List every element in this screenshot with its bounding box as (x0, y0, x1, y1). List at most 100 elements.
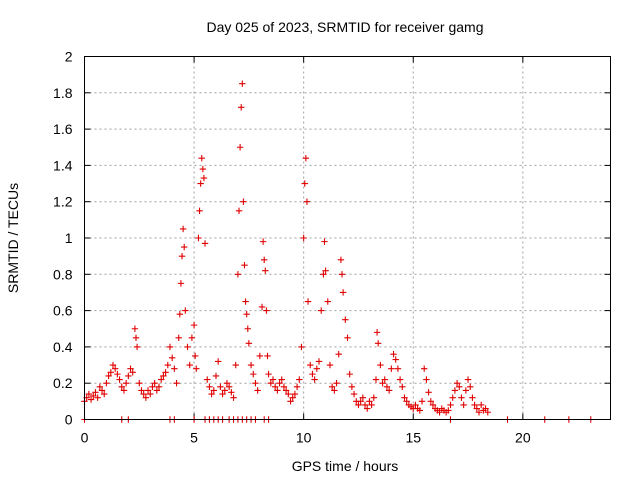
data-point (181, 243, 188, 251)
data-point (129, 369, 136, 376)
data-point (394, 365, 402, 372)
data-point (447, 401, 454, 409)
data-point (235, 207, 243, 214)
data-point (127, 365, 134, 372)
data-point (373, 329, 381, 336)
data-point (379, 380, 386, 387)
y-tick-label: 0 (65, 412, 73, 428)
data-point (120, 387, 128, 394)
data-point (464, 376, 472, 383)
data-point (350, 390, 358, 398)
data-point (263, 307, 270, 314)
data-point (477, 401, 485, 409)
data-points (81, 80, 594, 423)
data-point (355, 401, 362, 409)
data-point (208, 390, 215, 398)
data-point (138, 387, 145, 394)
data-point (307, 361, 314, 369)
data-point (90, 392, 97, 400)
data-point (282, 387, 290, 394)
data-point (429, 401, 437, 409)
y-tick-label: 2 (65, 49, 73, 65)
data-point (460, 401, 467, 409)
data-point (385, 387, 393, 394)
data-point (298, 343, 305, 351)
data-point (348, 383, 356, 391)
data-point (225, 383, 233, 391)
data-point (264, 352, 271, 360)
data-point (219, 390, 226, 398)
plot-frame (84, 56, 611, 420)
data-point (204, 376, 211, 383)
data-point (133, 343, 141, 351)
data-point (168, 354, 176, 361)
data-point (179, 225, 187, 233)
data-point (301, 180, 308, 187)
data-point (285, 390, 292, 398)
y-tick-label: 0.2 (53, 375, 73, 391)
data-point (98, 387, 106, 394)
data-point (364, 405, 371, 412)
data-point (182, 307, 189, 314)
data-point (160, 372, 167, 380)
data-point (361, 401, 369, 409)
data-point (111, 365, 119, 372)
data-point (303, 198, 311, 205)
data-point (140, 390, 147, 398)
data-point (374, 340, 382, 347)
data-point (271, 383, 279, 391)
data-point (184, 343, 191, 351)
data-point (149, 383, 156, 391)
data-point (188, 334, 196, 342)
x-axis-label: GPS time / hours (292, 458, 399, 474)
data-point (114, 370, 121, 378)
data-point (436, 409, 443, 416)
data-point (193, 365, 200, 372)
data-point (162, 369, 169, 376)
data-point (206, 383, 213, 391)
y-tick-label: 1.2 (53, 194, 73, 210)
data-point (239, 80, 246, 87)
data-point (153, 387, 161, 394)
data-point (200, 174, 208, 182)
y-axis-label: SRMTID / TECUs (5, 183, 21, 293)
data-point (370, 394, 377, 401)
data-point (427, 398, 434, 405)
data-point (320, 271, 327, 278)
data-point (230, 394, 237, 401)
data-point (245, 340, 253, 347)
data-point (85, 390, 93, 398)
data-point (278, 376, 285, 383)
data-point (250, 370, 257, 378)
data-point (412, 401, 419, 409)
data-point (265, 370, 272, 378)
data-point (178, 252, 186, 260)
data-point (315, 358, 323, 365)
data-point (458, 394, 465, 401)
data-point (254, 387, 261, 394)
data-point (333, 380, 340, 387)
x-tick-label: 5 (190, 430, 198, 446)
data-point (318, 307, 325, 314)
data-point (196, 207, 203, 214)
data-point (328, 383, 336, 391)
data-point (214, 358, 222, 365)
data-point (101, 390, 108, 398)
data-point (158, 376, 165, 383)
x-tick-labels: 0 5 10 15 20 (81, 430, 531, 446)
data-point (191, 352, 199, 360)
chart-title: Day 025 of 2023, SRMTID for receiver gam… (206, 19, 483, 35)
data-point (109, 361, 117, 369)
data-point (423, 376, 430, 383)
y-tick-label: 1.4 (53, 157, 73, 173)
data-point (197, 180, 204, 187)
data-point (241, 262, 248, 269)
data-point (324, 298, 331, 305)
x-tick-label: 10 (296, 430, 312, 446)
data-point (421, 365, 428, 372)
data-point (212, 372, 220, 380)
data-point (132, 334, 140, 342)
data-point (228, 389, 235, 396)
y-tick-label: 0.6 (53, 303, 73, 319)
data-point (240, 198, 247, 205)
